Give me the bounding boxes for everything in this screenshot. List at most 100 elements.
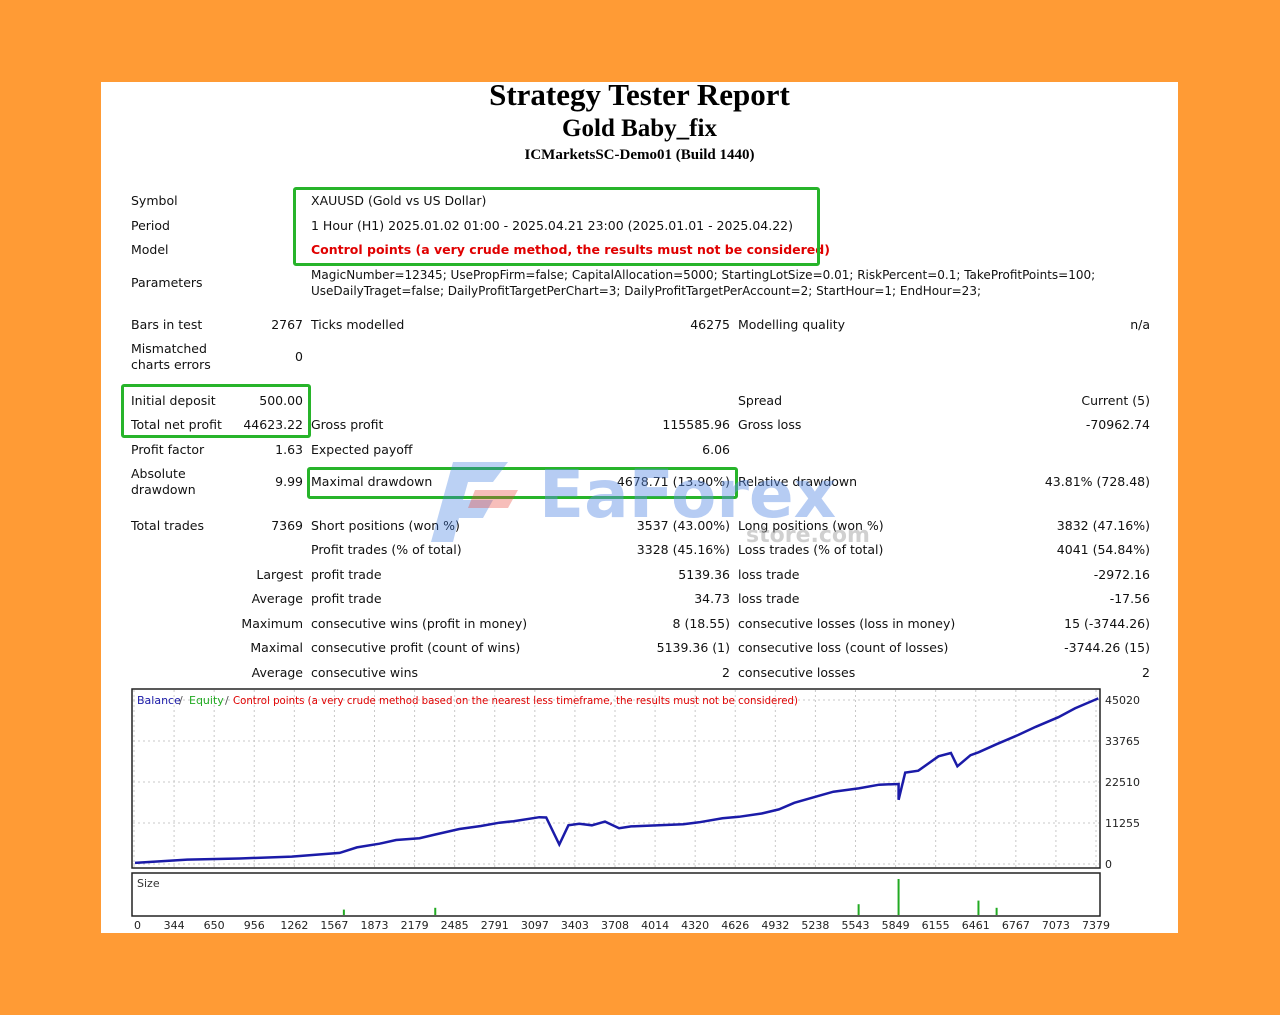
max-consecutive-losses-label: consecutive losses (loss in money) (738, 616, 956, 631)
deposit-value: 500.00 (259, 393, 303, 408)
largest-loss-value: -2972.16 (1093, 567, 1150, 582)
x-tick-label: 3403 (561, 919, 589, 932)
gross-profit-value: 115585.96 (662, 417, 730, 432)
model-label: Model (131, 242, 169, 257)
short-positions-value: 3537 (43.00%) (636, 518, 730, 533)
legend-control-points: Control points (a very crude method base… (233, 695, 798, 707)
maximal-profit-label: consecutive profit (count of wins) (311, 640, 521, 655)
x-tick-label: 7073 (1042, 919, 1070, 932)
mismatch-label-1: Mismatched (131, 341, 207, 356)
loss-trades-value: 4041 (54.84%) (1056, 542, 1150, 557)
ea-name: Gold Baby_fix (562, 115, 717, 142)
spread-label: Spread (738, 393, 783, 408)
y-tick-label: 33765 (1105, 735, 1140, 748)
highlight-box-drawdown (307, 467, 738, 499)
largest-profit-label: profit trade (311, 567, 382, 582)
largest-label: Largest (256, 567, 303, 582)
max-consecutive-wins-value: 8 (18.55) (672, 616, 730, 631)
x-tick-label: 2485 (441, 919, 469, 932)
short-positions-label: Short positions (won %) (311, 518, 460, 533)
maximal-profit-value: 5139.36 (1) (656, 640, 730, 655)
gross-profit-label: Gross profit (311, 417, 384, 432)
avg-consecutive-wins-label: consecutive wins (311, 665, 419, 680)
profit-factor-value: 1.63 (275, 442, 303, 457)
x-tick-label: 6155 (922, 919, 950, 932)
parameters-line-2: UseDailyTraget=false; DailyProfitTargetP… (311, 284, 981, 298)
balance-chart: Balance / Equity / Control points (a ver… (131, 688, 1140, 932)
maximal-loss-label: consecutive loss (count of losses) (738, 640, 949, 655)
avg-consecutive-losses-value: 2 (1142, 665, 1150, 680)
x-tick-label: 1567 (320, 919, 348, 932)
expected-payoff-label: Expected payoff (311, 442, 413, 457)
rel-drawdown-label: Relative drawdown (738, 474, 858, 489)
report-title: Strategy Tester Report (489, 77, 790, 112)
x-tick-label: 4014 (641, 919, 669, 932)
max-consecutive-wins-label: consecutive wins (profit in money) (311, 616, 528, 631)
x-tick-label: 0 (134, 919, 141, 932)
x-tick-label: 6461 (962, 919, 990, 932)
watermark-brand: EaForex (539, 456, 837, 533)
balance-series-line (134, 697, 1099, 865)
max-drawdown-value: 4678.71 (13.90%) (616, 474, 730, 489)
quality-value: n/a (1130, 317, 1150, 332)
max-consecutive-losses-value: 15 (-3744.26) (1064, 616, 1150, 631)
largest-profit-value: 5139.36 (678, 567, 730, 582)
watermark-sub: store.com (746, 523, 870, 548)
symbol-value: XAUUSD (Gold vs US Dollar) (311, 193, 487, 208)
profit-trades-label: Profit trades (% of total) (311, 542, 462, 557)
max-drawdown-label: Maximal drawdown (311, 474, 433, 489)
y-tick-label: 22510 (1105, 776, 1140, 789)
x-tick-label: 650 (204, 919, 225, 932)
report-page: Strategy Tester Report Gold Baby_fix ICM… (101, 77, 1178, 933)
x-tick-label: 5849 (882, 919, 910, 932)
y-tick-label: 0 (1105, 858, 1112, 871)
abs-drawdown-label-1: Absolute (131, 466, 186, 481)
bars-label: Bars in test (131, 317, 203, 332)
long-positions-label: Long positions (won %) (738, 518, 884, 533)
x-tick-label: 5238 (801, 919, 829, 932)
ticks-label: Ticks modelled (311, 317, 405, 332)
main-plot-frame (131, 688, 1101, 869)
symbol-label: Symbol (131, 193, 178, 208)
x-tick-label: 2179 (401, 919, 429, 932)
rel-drawdown-value: 43.81% (728.48) (1044, 474, 1150, 489)
avg-loss-value: -17.56 (1109, 591, 1150, 606)
highlight-box-settings (293, 187, 820, 266)
x-tick-label: 6767 (1002, 919, 1030, 932)
abs-drawdown-value: 9.99 (275, 474, 303, 489)
mismatch-label-2: charts errors (131, 357, 211, 372)
avg-consecutive-losses-label: consecutive losses (738, 665, 856, 680)
avg-profit-label: profit trade (311, 591, 382, 606)
net-profit-label: Total net profit (131, 417, 222, 432)
size-plot-frame (131, 872, 1101, 917)
x-tick-label: 344 (164, 919, 185, 932)
abs-drawdown-label-2: drawdown (131, 482, 196, 497)
maximal-loss-value: -3744.26 (15) (1064, 640, 1150, 655)
gross-loss-value: -70962.74 (1085, 417, 1150, 432)
parameters-label: Parameters (131, 275, 203, 290)
x-tick-label: 7379 (1082, 919, 1110, 932)
net-profit-value: 44623.22 (243, 417, 303, 432)
watermark-logo-icon (431, 462, 518, 542)
x-tick-label: 4932 (761, 919, 789, 932)
legend-equity: Equity (189, 694, 224, 707)
profit-factor-label: Profit factor (131, 442, 205, 457)
average-label: Average (251, 591, 303, 606)
x-tick-label: 2791 (481, 919, 509, 932)
total-trades-value: 7369 (271, 518, 303, 533)
y-tick-label: 11255 (1105, 817, 1140, 830)
mismatch-value: 0 (295, 349, 303, 364)
server-build: ICMarketsSC-Demo01 (Build 1440) (524, 147, 755, 163)
x-tick-label: 3708 (601, 919, 629, 932)
x-tick-label: 1262 (280, 919, 308, 932)
total-trades-label: Total trades (131, 518, 205, 533)
maximal-label: Maximal (250, 640, 303, 655)
x-tick-label: 4320 (681, 919, 709, 932)
parameters-line-1: MagicNumber=12345; UsePropFirm=false; Ca… (311, 268, 1096, 282)
period-label: Period (131, 218, 170, 233)
x-tick-label: 1873 (361, 919, 389, 932)
model-value: Control points (a very crude method, the… (311, 242, 830, 257)
legend-slash-1: / (179, 694, 183, 707)
average2-label: Average (251, 665, 303, 680)
gross-loss-label: Gross loss (738, 417, 802, 432)
